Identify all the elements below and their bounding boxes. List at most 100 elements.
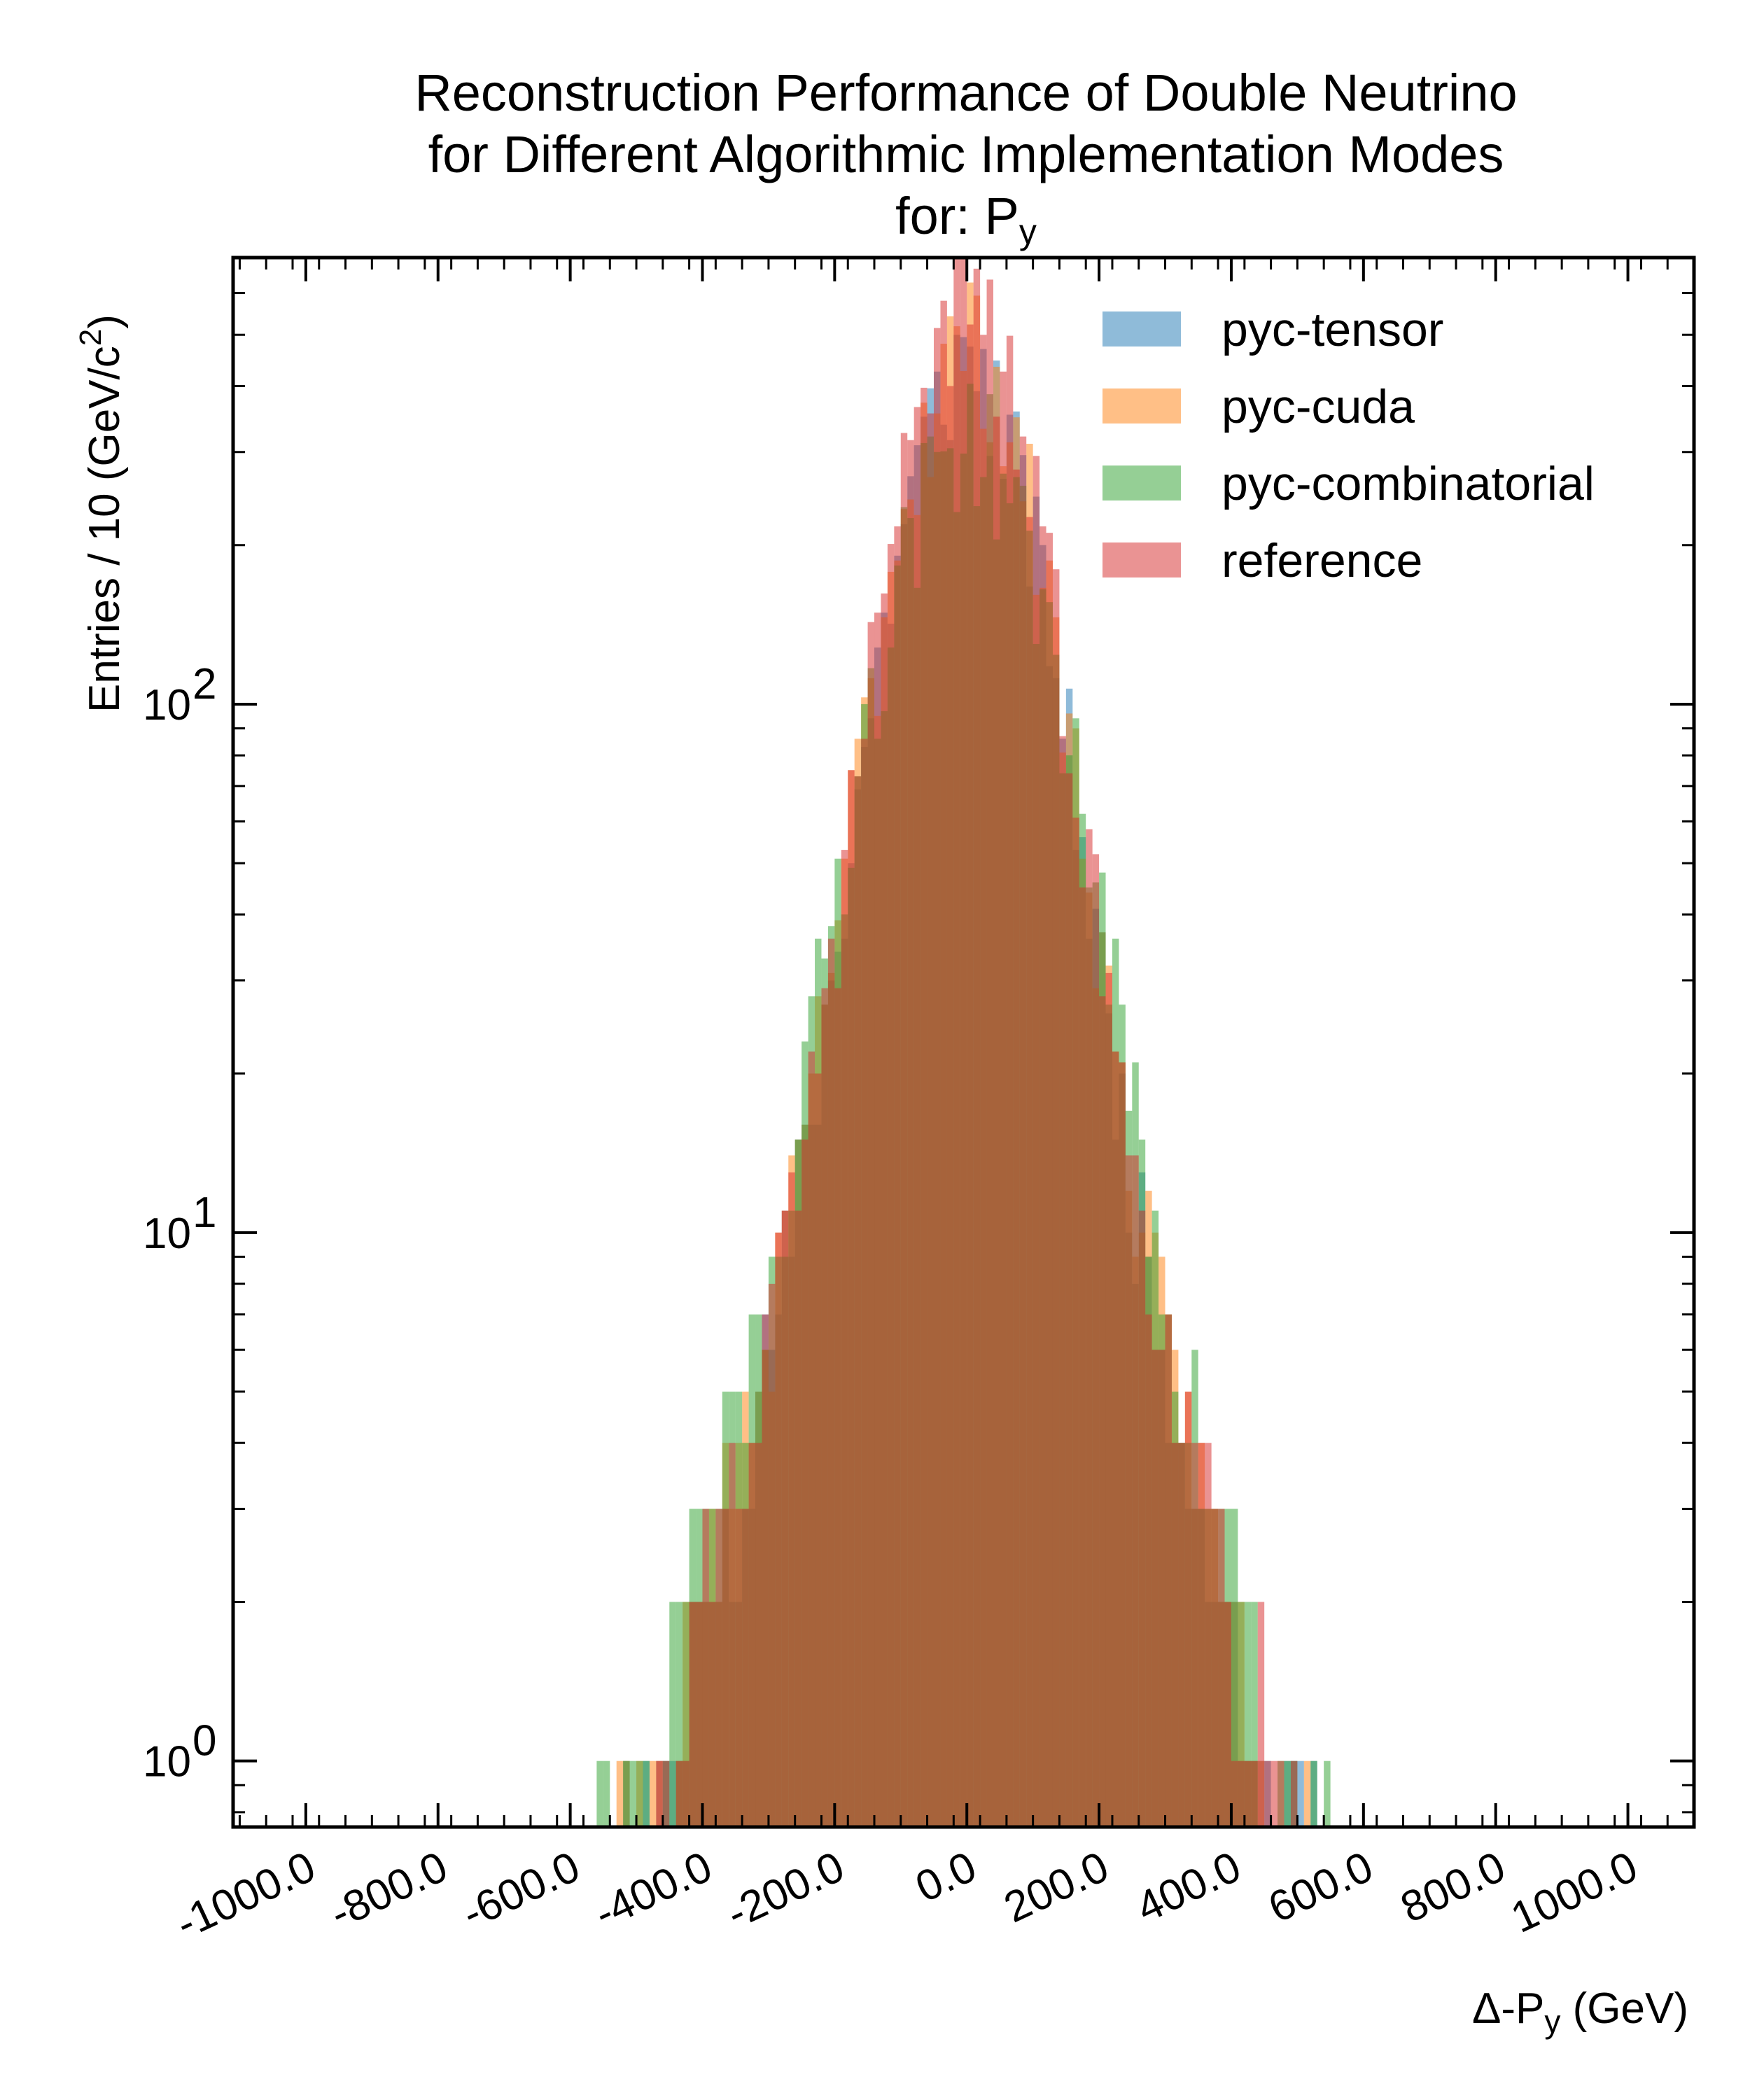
bar-reference	[986, 279, 993, 1827]
bar-reference	[1000, 371, 1007, 1827]
bar-reference	[894, 526, 901, 1827]
legend-label-pyc-combinatorial: pyc-combinatorial	[1222, 457, 1595, 510]
bar-reference	[1040, 526, 1046, 1827]
y-tick-label: 10	[143, 1210, 191, 1258]
bar-reference	[1224, 1602, 1231, 1827]
bar-reference	[821, 988, 828, 1827]
bar-reference	[1099, 996, 1106, 1827]
bar-pyc-combinatorial	[1284, 1760, 1291, 1827]
bar-reference	[1257, 1602, 1265, 1827]
bar-reference	[1244, 1760, 1252, 1827]
bar-reference	[1065, 773, 1073, 1827]
bar-reference	[834, 988, 841, 1827]
bar-reference	[1145, 1314, 1152, 1827]
y-tick-label: 10	[143, 681, 191, 729]
bar-reference	[781, 1210, 789, 1827]
bar-reference	[715, 1508, 722, 1827]
x-axis-label: Δ-Py (GeV)	[1472, 1984, 1688, 2040]
bar-pyc-combinatorial	[676, 1602, 683, 1827]
bar-pyc-combinatorial	[636, 1760, 643, 1827]
bar-reference	[1059, 736, 1066, 1827]
x-tick-label: 600.0	[1261, 1842, 1380, 1932]
x-tick-label: 200.0	[997, 1842, 1116, 1932]
x-tick-label: -800.0	[323, 1842, 455, 1938]
bar-reference	[861, 738, 868, 1827]
bar-pyc-combinatorial	[1324, 1760, 1331, 1827]
bar-reference	[1171, 1443, 1179, 1827]
bar-reference	[1198, 1443, 1205, 1827]
bar-reference	[735, 1508, 743, 1827]
bar-pyc-cuda	[1303, 1760, 1311, 1827]
bar-reference	[854, 776, 862, 1827]
bar-reference	[1270, 1760, 1278, 1827]
bar-reference	[907, 440, 914, 1827]
x-tick-label: -600.0	[455, 1842, 587, 1938]
bar-pyc-combinatorial	[1238, 1602, 1245, 1827]
bar-reference	[1205, 1443, 1212, 1827]
bar-reference	[920, 387, 927, 1827]
bar-reference	[808, 1051, 816, 1827]
bar-pyc-combinatorial	[629, 1760, 637, 1827]
bar-reference	[841, 850, 848, 1827]
bar-reference	[729, 1443, 736, 1827]
bar-pyc-combinatorial	[1244, 1602, 1252, 1827]
bar-reference	[1211, 1508, 1219, 1827]
legend-label-pyc-cuda: pyc-cuda	[1222, 380, 1415, 433]
bar-pyc-tensor	[1297, 1760, 1304, 1827]
y-tick-label: 10	[143, 1738, 191, 1786]
bar-pyc-combinatorial	[669, 1602, 676, 1827]
x-tick-label: 800.0	[1394, 1842, 1513, 1932]
bar-reference	[946, 386, 954, 1827]
bar-reference	[1251, 1760, 1258, 1827]
bar-reference	[927, 413, 934, 1827]
bar-reference	[788, 1172, 795, 1827]
y-axis-label: Entries / 10 (GeV/c2)	[74, 314, 129, 713]
x-tick-label: 0.0	[909, 1842, 983, 1912]
bar-reference	[708, 1602, 716, 1827]
bar-reference	[815, 1073, 822, 1827]
bar-pyc-combinatorial	[1310, 1760, 1317, 1827]
x-tick-label: 1000.0	[1504, 1842, 1644, 1942]
bar-reference	[1026, 517, 1033, 1827]
bar-reference	[1013, 469, 1020, 1827]
legend-label-pyc-tensor: pyc-tensor	[1222, 303, 1443, 356]
y-tick-exponent: 2	[192, 660, 216, 708]
bar-reference	[1264, 1760, 1271, 1827]
bar-reference	[755, 1443, 762, 1827]
bar-pyc-combinatorial	[643, 1760, 650, 1827]
bar-reference	[1178, 1443, 1185, 1827]
bar-reference	[1112, 1051, 1119, 1827]
bar-reference	[960, 259, 967, 1827]
bar-reference	[993, 416, 1000, 1827]
bar-pyc-combinatorial	[1251, 1602, 1258, 1827]
bar-pyc-combinatorial	[682, 1602, 690, 1827]
bar-reference	[1072, 817, 1079, 1827]
bar-reference	[656, 1760, 663, 1827]
bar-reference	[1092, 854, 1100, 1827]
legend-swatch-pyc-combinatorial	[1102, 465, 1181, 500]
plot-frame	[231, 255, 1696, 1829]
bar-reference	[1086, 829, 1093, 1827]
bar-reference	[940, 300, 947, 1827]
bar-reference	[1278, 1760, 1284, 1827]
bar-reference	[662, 1760, 670, 1827]
bar-reference	[1191, 1443, 1198, 1827]
bar-pyc-combinatorial	[623, 1760, 630, 1827]
bar-reference	[1238, 1760, 1245, 1827]
bar-reference	[1125, 1155, 1133, 1827]
bar-reference	[1184, 1392, 1192, 1827]
bar-reference	[682, 1760, 690, 1827]
bar-reference	[874, 612, 881, 1827]
y-tick-exponent: 1	[192, 1189, 216, 1237]
bar-reference	[722, 1508, 729, 1827]
bar-reference	[1158, 1350, 1166, 1827]
x-tick-label: -200.0	[720, 1842, 852, 1938]
bar-reference	[827, 938, 835, 1827]
bar-reference	[1165, 1314, 1172, 1827]
bar-pyc-cuda	[616, 1760, 624, 1827]
bar-reference	[794, 1210, 802, 1827]
bar-reference	[768, 1283, 776, 1827]
legend-swatch-pyc-tensor	[1102, 312, 1181, 346]
bar-reference	[676, 1760, 683, 1827]
